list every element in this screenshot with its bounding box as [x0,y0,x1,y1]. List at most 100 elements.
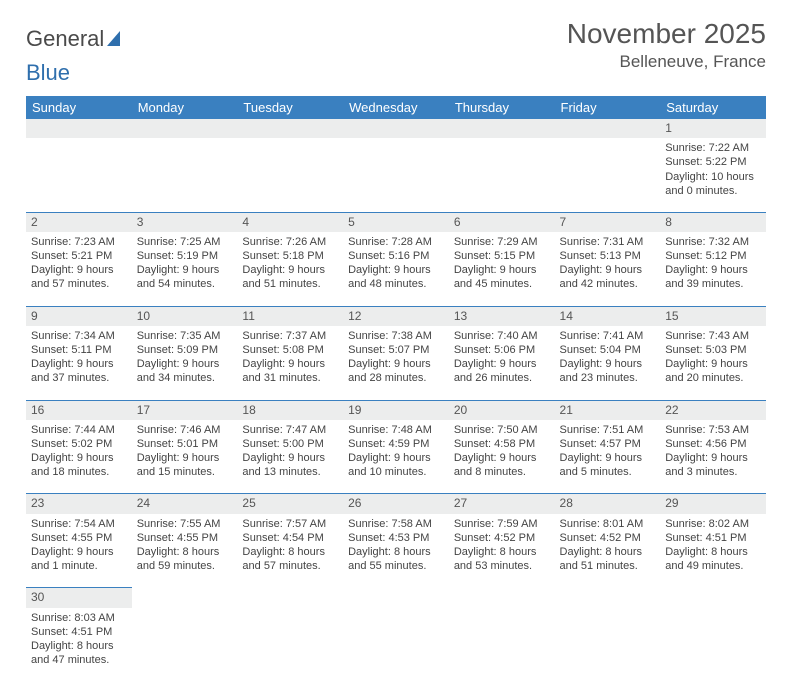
day-number-cell [660,588,766,608]
daylight-text: Daylight: 10 hours and 0 minutes. [665,170,761,198]
day-details-cell: Sunrise: 7:55 AMSunset: 4:55 PMDaylight:… [132,514,238,588]
day-number-cell [555,588,661,608]
daylight-text: Daylight: 9 hours and 54 minutes. [137,263,233,291]
day-number-cell: 13 [449,306,555,326]
day-number-cell [132,588,238,608]
daynum-row: 9101112131415 [26,306,766,326]
sunset-text: Sunset: 4:58 PM [454,437,550,451]
day-number-cell: 24 [132,494,238,514]
daylight-text: Daylight: 9 hours and 39 minutes. [665,263,761,291]
day-details-cell: Sunrise: 7:54 AMSunset: 4:55 PMDaylight:… [26,514,132,588]
sunrise-text: Sunrise: 7:37 AM [242,329,338,343]
day-details-cell: Sunrise: 8:01 AMSunset: 4:52 PMDaylight:… [555,514,661,588]
sunrise-text: Sunrise: 7:28 AM [348,235,444,249]
sunset-text: Sunset: 5:22 PM [665,155,761,169]
sunrise-text: Sunrise: 7:26 AM [242,235,338,249]
day-number-cell [237,119,343,138]
daylight-text: Daylight: 9 hours and 57 minutes. [31,263,127,291]
details-row: Sunrise: 7:22 AMSunset: 5:22 PMDaylight:… [26,138,766,212]
daylight-text: Daylight: 9 hours and 15 minutes. [137,451,233,479]
day-number-cell: 22 [660,400,766,420]
details-row: Sunrise: 8:03 AMSunset: 4:51 PMDaylight:… [26,608,766,682]
sunrise-text: Sunrise: 7:57 AM [242,517,338,531]
daylight-text: Daylight: 9 hours and 31 minutes. [242,357,338,385]
weekday-header: Sunday [26,96,132,119]
daylight-text: Daylight: 8 hours and 57 minutes. [242,545,338,573]
sunrise-text: Sunrise: 7:54 AM [31,517,127,531]
sunrise-text: Sunrise: 7:23 AM [31,235,127,249]
day-details-cell: Sunrise: 7:41 AMSunset: 5:04 PMDaylight:… [555,326,661,400]
sunset-text: Sunset: 4:55 PM [137,531,233,545]
day-number-cell: 25 [237,494,343,514]
sunset-text: Sunset: 5:03 PM [665,343,761,357]
day-details-cell: Sunrise: 7:22 AMSunset: 5:22 PMDaylight:… [660,138,766,212]
day-number-cell: 28 [555,494,661,514]
day-details-cell: Sunrise: 7:37 AMSunset: 5:08 PMDaylight:… [237,326,343,400]
day-number-cell: 9 [26,306,132,326]
daylight-text: Daylight: 9 hours and 3 minutes. [665,451,761,479]
sunrise-text: Sunrise: 7:25 AM [137,235,233,249]
day-details-cell [132,138,238,212]
day-details-cell [132,608,238,682]
day-number-cell: 7 [555,212,661,232]
day-number-cell: 4 [237,212,343,232]
sunset-text: Sunset: 5:00 PM [242,437,338,451]
sunrise-text: Sunrise: 7:53 AM [665,423,761,437]
day-details-cell: Sunrise: 7:46 AMSunset: 5:01 PMDaylight:… [132,420,238,494]
day-details-cell: Sunrise: 7:59 AMSunset: 4:52 PMDaylight:… [449,514,555,588]
daylight-text: Daylight: 9 hours and 26 minutes. [454,357,550,385]
day-details-cell [449,608,555,682]
sunset-text: Sunset: 5:04 PM [560,343,656,357]
daylight-text: Daylight: 9 hours and 18 minutes. [31,451,127,479]
day-number-cell: 3 [132,212,238,232]
day-details-cell: Sunrise: 8:03 AMSunset: 4:51 PMDaylight:… [26,608,132,682]
daylight-text: Daylight: 9 hours and 42 minutes. [560,263,656,291]
day-details-cell: Sunrise: 7:28 AMSunset: 5:16 PMDaylight:… [343,232,449,306]
day-number-cell: 15 [660,306,766,326]
daylight-text: Daylight: 9 hours and 45 minutes. [454,263,550,291]
daylight-text: Daylight: 9 hours and 1 minute. [31,545,127,573]
day-details-cell [449,138,555,212]
sunset-text: Sunset: 4:52 PM [454,531,550,545]
sunset-text: Sunset: 4:59 PM [348,437,444,451]
day-number-cell: 17 [132,400,238,420]
daylight-text: Daylight: 9 hours and 28 minutes. [348,357,444,385]
day-number-cell: 20 [449,400,555,420]
logo: General [26,26,126,52]
sunrise-text: Sunrise: 7:58 AM [348,517,444,531]
page-title: November 2025 [567,18,766,50]
sunset-text: Sunset: 5:02 PM [31,437,127,451]
day-details-cell: Sunrise: 7:32 AMSunset: 5:12 PMDaylight:… [660,232,766,306]
sunset-text: Sunset: 5:19 PM [137,249,233,263]
sunrise-text: Sunrise: 7:35 AM [137,329,233,343]
day-number-cell [237,588,343,608]
day-number-cell: 30 [26,588,132,608]
day-details-cell: Sunrise: 7:50 AMSunset: 4:58 PMDaylight:… [449,420,555,494]
sunset-text: Sunset: 4:53 PM [348,531,444,545]
sunrise-text: Sunrise: 7:22 AM [665,141,761,155]
logo-text-1: General [26,26,104,52]
day-number-cell [26,119,132,138]
daylight-text: Daylight: 8 hours and 59 minutes. [137,545,233,573]
daylight-text: Daylight: 9 hours and 20 minutes. [665,357,761,385]
weekday-header: Monday [132,96,238,119]
day-number-cell: 21 [555,400,661,420]
day-number-cell: 12 [343,306,449,326]
day-number-cell [449,119,555,138]
sunset-text: Sunset: 5:11 PM [31,343,127,357]
day-details-cell: Sunrise: 7:43 AMSunset: 5:03 PMDaylight:… [660,326,766,400]
sunrise-text: Sunrise: 7:59 AM [454,517,550,531]
day-details-cell [237,608,343,682]
details-row: Sunrise: 7:23 AMSunset: 5:21 PMDaylight:… [26,232,766,306]
sunset-text: Sunset: 5:21 PM [31,249,127,263]
day-details-cell [555,608,661,682]
weekday-header: Friday [555,96,661,119]
daylight-text: Daylight: 9 hours and 37 minutes. [31,357,127,385]
daylight-text: Daylight: 8 hours and 53 minutes. [454,545,550,573]
day-number-cell [132,119,238,138]
day-details-cell: Sunrise: 7:31 AMSunset: 5:13 PMDaylight:… [555,232,661,306]
day-number-cell: 18 [237,400,343,420]
day-details-cell: Sunrise: 8:02 AMSunset: 4:51 PMDaylight:… [660,514,766,588]
daylight-text: Daylight: 8 hours and 55 minutes. [348,545,444,573]
sunrise-text: Sunrise: 7:29 AM [454,235,550,249]
